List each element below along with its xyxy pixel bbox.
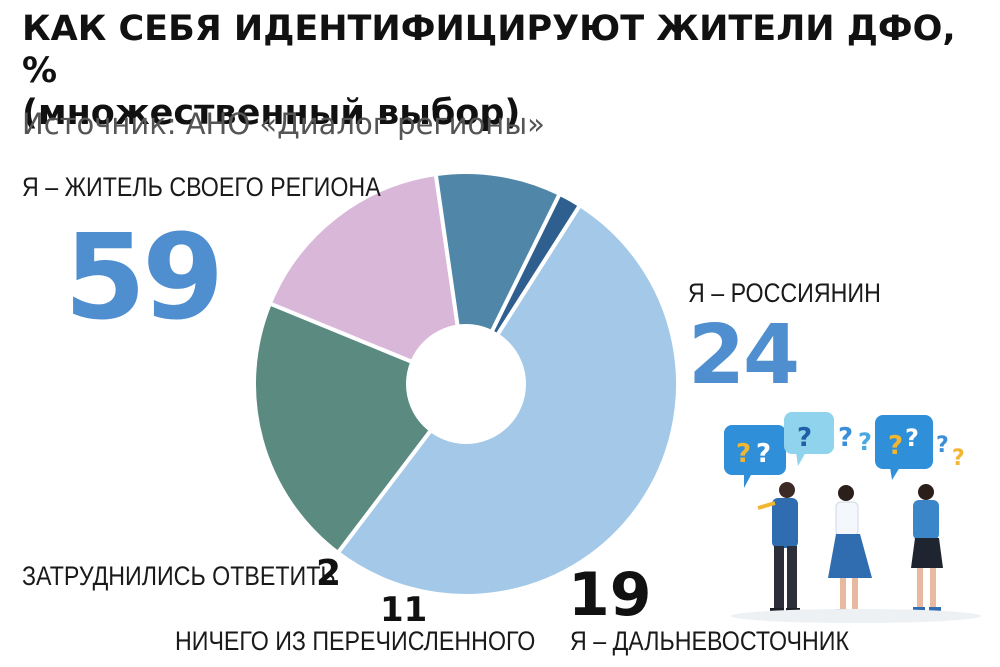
- pie-slice-fareast: [267, 171, 469, 388]
- person-woman-right: [911, 484, 943, 612]
- slice-value-undecided-text: 2: [316, 553, 342, 594]
- slice-value-region-text: 59: [64, 208, 224, 346]
- chart-subtitle: (множественный выбор): [22, 93, 521, 133]
- ground-shadow: [731, 609, 981, 623]
- slice-label-region: Я – ЖИТЕЛЬ СВОЕГО РЕГИОНА: [22, 172, 381, 202]
- svg-text:?: ?: [888, 431, 903, 461]
- pie-center-hole: [406, 324, 526, 444]
- person-man: [757, 482, 800, 613]
- svg-text:?: ?: [797, 423, 812, 453]
- chart-title-line: КАК СЕБЯ ИДЕНТИФИЦИРУЮТ ЖИТЕЛИ ДФО, %: [22, 9, 956, 91]
- person-woman-center: [828, 485, 872, 613]
- svg-text:?: ?: [756, 439, 771, 469]
- svg-text:?: ?: [838, 423, 853, 453]
- slice-value-undecided: 2: [316, 553, 341, 594]
- slice-value-none-text: 11: [380, 590, 428, 630]
- svg-text:?: ?: [936, 433, 949, 458]
- svg-text:?: ?: [858, 428, 872, 456]
- slice-value-russian: 24: [688, 308, 800, 403]
- speech-bubbles: ? ? ? ? ? ? ? ? ?: [724, 412, 965, 488]
- slice-value-fareast: 19: [568, 560, 652, 630]
- slice-value-fareast-text: 19: [568, 560, 652, 630]
- slice-value-region: 59: [64, 208, 224, 346]
- chart-source: Источник: АНО «Диалог регионы»: [22, 107, 545, 141]
- slice-label-none: НИЧЕГО ИЗ ПЕРЕЧИСЛЕННОГО: [175, 626, 536, 656]
- slice-value-russian-text: 24: [688, 308, 800, 403]
- svg-text:?: ?: [736, 439, 751, 469]
- svg-text:?: ?: [905, 424, 919, 452]
- slice-label-russian: Я – РОССИЯНИН: [688, 278, 881, 308]
- slice-label-fareast: Я – ДАЛЬНЕВОСТОЧНИК: [570, 626, 849, 656]
- slice-value-none: 11: [380, 590, 427, 630]
- svg-text:?: ?: [952, 446, 965, 471]
- slice-label-undecided: ЗАТРУДНИЛИСЬ ОТВЕТИТЬ: [22, 561, 336, 591]
- chart-title: КАК СЕБЯ ИДЕНТИФИЦИРУЮТ ЖИТЕЛИ ДФО, % (м…: [22, 8, 982, 134]
